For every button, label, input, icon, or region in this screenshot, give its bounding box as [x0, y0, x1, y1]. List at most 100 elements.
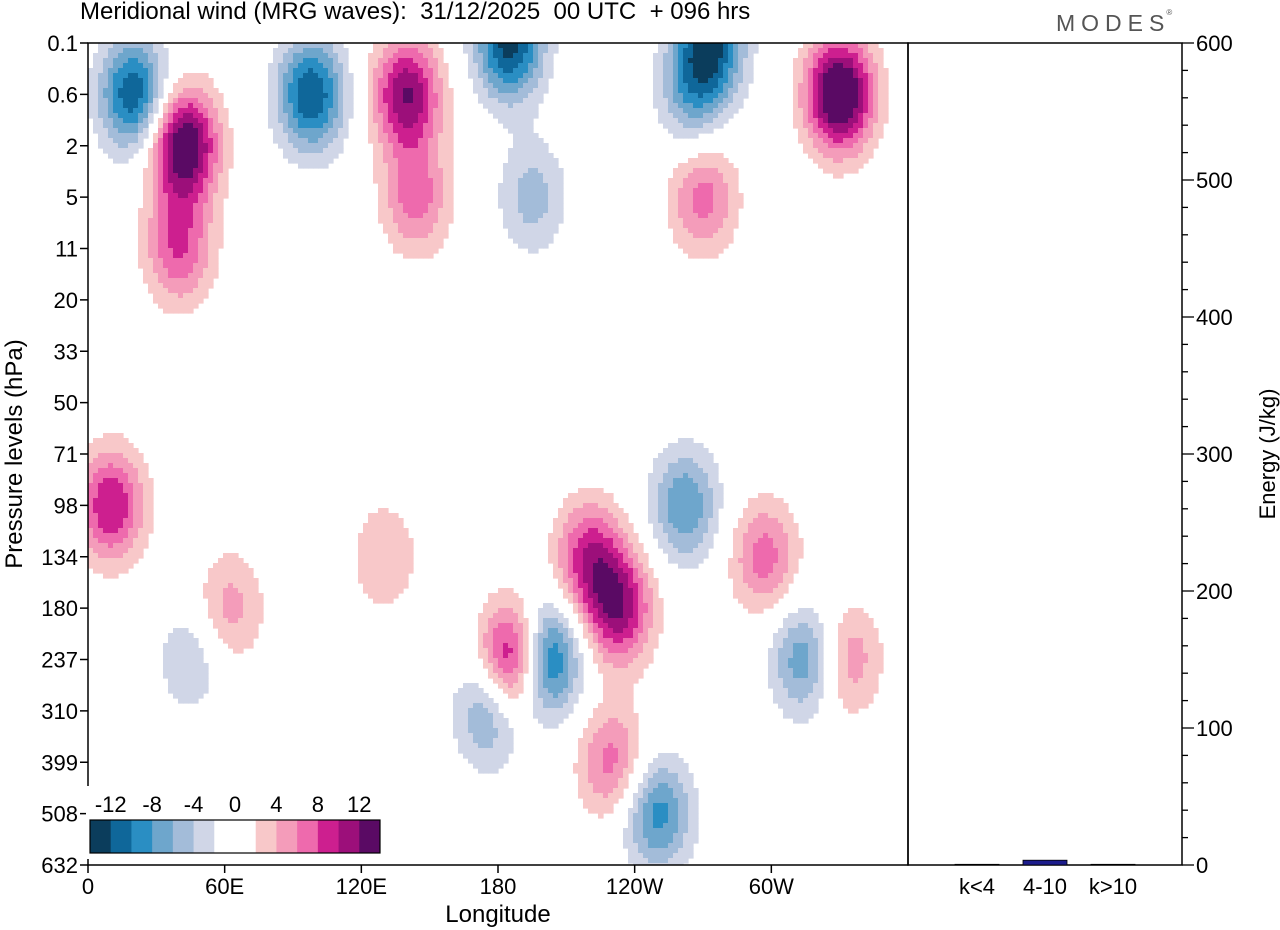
heatmap-cell	[208, 588, 214, 594]
heatmap-cell	[88, 488, 94, 494]
heatmap-cell	[288, 98, 294, 104]
heatmap-cell	[713, 188, 719, 194]
heatmap-cell	[523, 238, 529, 244]
heatmap-cell	[113, 528, 119, 534]
heatmap-cell	[838, 103, 844, 109]
heatmap-cell	[528, 178, 534, 184]
heatmap-cell	[323, 83, 329, 89]
heatmap-cell	[223, 163, 229, 169]
heatmap-cell	[763, 558, 769, 564]
heatmap-cell	[153, 278, 159, 284]
heatmap-cell	[378, 128, 384, 134]
heatmap-cell	[773, 543, 779, 549]
heatmap-cell	[813, 143, 819, 149]
heatmap-cell	[743, 43, 749, 49]
heatmap-cell	[403, 138, 409, 144]
heatmap-cell	[188, 203, 194, 209]
heatmap-cell	[413, 223, 419, 229]
heatmap-cell	[158, 248, 164, 254]
heatmap-cell	[193, 298, 199, 304]
heatmap-cell	[113, 453, 119, 459]
heatmap-cell	[508, 58, 514, 64]
heatmap-cell	[853, 168, 859, 174]
heatmap-cell	[653, 63, 659, 69]
heatmap-cell	[678, 213, 684, 219]
heatmap-cell	[123, 558, 129, 564]
heatmap-cell	[833, 103, 839, 109]
heatmap-cell	[688, 213, 694, 219]
heatmap-cell	[288, 113, 294, 119]
heatmap-cell	[188, 153, 194, 159]
heatmap-cell	[163, 53, 169, 59]
heatmap-cell	[708, 173, 714, 179]
heatmap-cell	[143, 118, 149, 124]
heatmap-cell	[523, 48, 529, 54]
heatmap-cell	[138, 133, 144, 139]
heatmap-cell	[343, 63, 349, 69]
heatmap-cell	[408, 568, 414, 574]
heatmap-cell	[198, 258, 204, 264]
heatmap-cell	[398, 58, 404, 64]
heatmap-cell	[508, 178, 514, 184]
heatmap-cell	[223, 583, 229, 589]
heatmap-cell	[543, 88, 549, 94]
heatmap-cell	[708, 543, 714, 549]
heatmap-cell	[138, 263, 144, 269]
heatmap-cell	[598, 588, 604, 594]
heatmap-cell	[368, 518, 374, 524]
heatmap-cell	[683, 93, 689, 99]
heatmap-cell	[433, 68, 439, 74]
heatmap-cell	[873, 73, 879, 79]
heatmap-cell	[138, 548, 144, 554]
heatmap-cell	[163, 143, 169, 149]
heatmap-cell	[93, 58, 99, 64]
heatmap-cell	[588, 503, 594, 509]
heatmap-cell	[203, 143, 209, 149]
heatmap-cell	[148, 243, 154, 249]
heatmap-cell	[393, 188, 399, 194]
heatmap-cell	[183, 273, 189, 279]
heatmap-cell	[163, 173, 169, 179]
heatmap-cell	[703, 163, 709, 169]
heatmap-cell	[373, 78, 379, 84]
heatmap-cell	[673, 48, 679, 54]
heatmap-cell	[548, 48, 554, 54]
heatmap-cell	[213, 188, 219, 194]
heatmap-cell	[703, 213, 709, 219]
heatmap-cell	[728, 173, 734, 179]
heatmap-cell	[378, 513, 384, 519]
heatmap-cell	[808, 93, 814, 99]
heatmap-cell	[108, 123, 114, 129]
heatmap-cell	[648, 473, 654, 479]
heatmap-cell	[148, 483, 154, 489]
heatmap-cell	[433, 218, 439, 224]
heatmap-cell	[853, 73, 859, 79]
heatmap-cell	[588, 528, 594, 534]
heatmap-cell	[308, 128, 314, 134]
heatmap-cell	[178, 273, 184, 279]
heatmap-cell	[433, 118, 439, 124]
heatmap-cell	[533, 133, 539, 139]
heatmap-cell	[303, 48, 309, 54]
heatmap-cell	[548, 558, 554, 564]
heatmap-cell	[383, 563, 389, 569]
heatmap-cell	[413, 233, 419, 239]
heatmap-cell	[383, 68, 389, 74]
heatmap-cell	[848, 153, 854, 159]
heatmap-cell	[123, 563, 129, 569]
heatmap-cell	[598, 513, 604, 519]
heatmap-cell	[408, 73, 414, 79]
heatmap-cell	[373, 573, 379, 579]
heatmap-cell	[363, 523, 369, 529]
heatmap-cell	[558, 183, 564, 189]
heatmap-cell	[858, 78, 864, 84]
heatmap-cell	[288, 153, 294, 159]
heatmap-cell	[528, 153, 534, 159]
heatmap-cell	[168, 133, 174, 139]
heatmap-cell	[123, 88, 129, 94]
heatmap-cell	[698, 118, 704, 124]
heatmap-cell	[208, 598, 214, 604]
heatmap-cell	[693, 528, 699, 534]
heatmap-cell	[148, 208, 154, 214]
heatmap-cell	[213, 258, 219, 264]
